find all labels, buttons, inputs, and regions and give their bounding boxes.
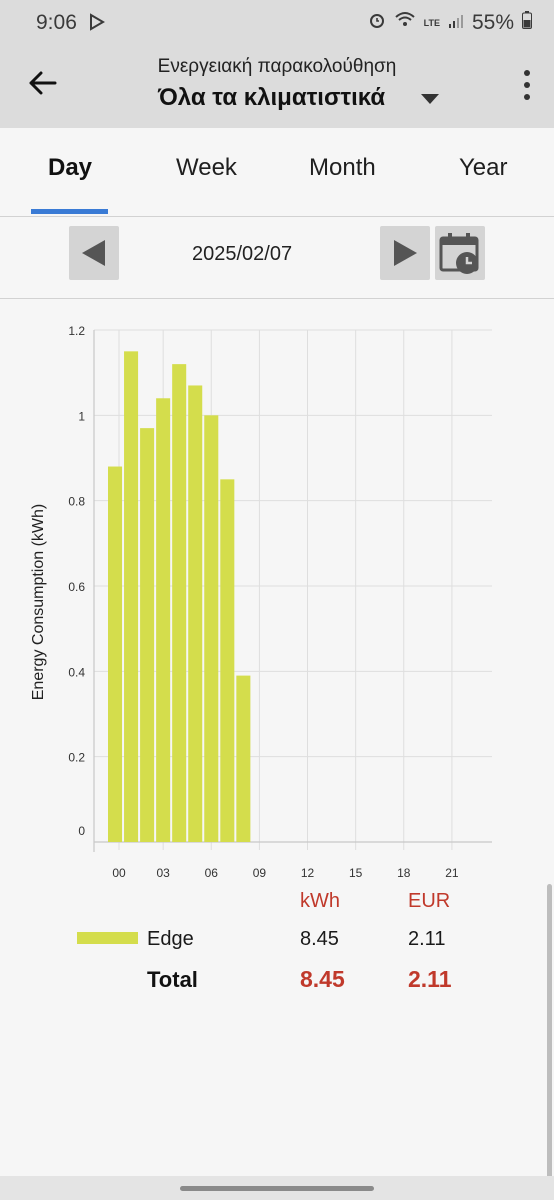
tab-month[interactable]: Month (309, 154, 376, 181)
status-bar: 9:06 LTE 55% (0, 0, 554, 42)
app-bar: Ενεργειακή παρακολούθηση Όλα τα κλιματισ… (0, 42, 554, 129)
tab-indicator (31, 209, 108, 214)
device-name: Edge (147, 928, 194, 950)
y-tick-label: 1.2 (68, 324, 85, 338)
y-tick-label: 0 (78, 824, 85, 838)
tab-day[interactable]: Day (48, 154, 93, 181)
x-tick-label: 18 (397, 866, 411, 880)
calendar-button[interactable] (435, 226, 485, 280)
scrollbar[interactable] (547, 884, 552, 1184)
back-button[interactable] (26, 66, 60, 100)
y-axis-label: Energy Consumption (kWh) (30, 504, 47, 701)
calendar-clock-icon (439, 233, 479, 274)
triangle-left-icon (82, 240, 105, 266)
caret-down-icon[interactable] (421, 94, 439, 104)
status-time: 9:06 (36, 11, 77, 34)
wifi-icon (394, 11, 416, 35)
page-subtitle: Ενεργειακή παρακολούθηση (157, 56, 397, 77)
total-label: Total (147, 967, 198, 992)
device-eur: 2.11 (408, 928, 446, 950)
signal-icon (448, 11, 464, 35)
x-tick-label: 21 (445, 866, 459, 880)
energy-chart-svg: 0 0.2 0.4 0.6 0.8 1 1.2 00 03 06 09 12 15 18 21 Energy … (30, 324, 492, 880)
home-gesture-handle[interactable] (180, 1186, 374, 1191)
device-kwh: 8.45 (300, 928, 339, 950)
eur-column-header: EUR (408, 890, 451, 912)
bar (220, 479, 235, 842)
period-tabs: Day Week Month Year (0, 128, 554, 217)
y-tick-label: 1 (78, 409, 85, 423)
bar (108, 466, 123, 842)
bar (140, 428, 155, 842)
energy-chart: 0 0.2 0.4 0.6 0.8 1 1.2 00 03 06 09 12 15 18 21 Energy … (0, 300, 554, 880)
previous-date-button[interactable] (69, 226, 119, 280)
next-date-button[interactable] (380, 226, 430, 280)
system-nav-bar (0, 1176, 554, 1200)
battery-icon (522, 11, 532, 35)
battery-percent: 55% (471, 11, 514, 34)
y-tick-label: 0.4 (68, 665, 85, 679)
tab-year[interactable]: Year (459, 154, 508, 181)
date-navigator: 2025/02/07 (0, 216, 554, 299)
bar (172, 364, 187, 842)
bar (156, 398, 171, 842)
alarm-icon (368, 11, 386, 35)
selected-date: 2025/02/07 (192, 243, 293, 265)
legend-swatch (77, 932, 138, 944)
lte-icon: LTE (423, 17, 440, 28)
x-tick-label: 15 (349, 866, 363, 880)
x-tick-label: 03 (156, 866, 170, 880)
play-store-icon (88, 13, 106, 36)
bar (124, 351, 139, 842)
y-tick-label: 0.2 (68, 751, 85, 765)
bar (204, 415, 219, 842)
bar (236, 675, 251, 842)
total-kwh: 8.45 (300, 966, 345, 992)
x-tick-label: 12 (301, 866, 315, 880)
consumption-summary: kWh EUR Edge 8.45 2.11 Total 8.45 2.11 (0, 880, 554, 1000)
x-tick-label: 09 (253, 866, 267, 880)
triangle-right-icon (394, 240, 417, 266)
x-tick-label: 00 (112, 866, 126, 880)
arrow-left-icon (29, 71, 57, 95)
more-options-icon[interactable] (522, 70, 532, 100)
y-tick-label: 0.6 (68, 580, 85, 594)
y-tick-label: 0.8 (68, 495, 85, 509)
total-eur: 2.11 (408, 966, 452, 992)
tab-week[interactable]: Week (176, 154, 237, 181)
bar (188, 385, 203, 842)
device-selector[interactable]: Όλα τα κλιματιστικά (158, 84, 386, 111)
x-tick-label: 06 (205, 866, 219, 880)
kwh-column-header: kWh (300, 890, 340, 912)
